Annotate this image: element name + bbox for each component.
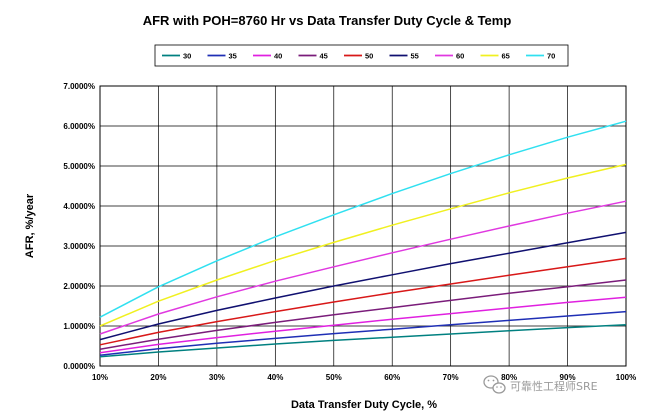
- legend-label-30: 30: [183, 52, 191, 61]
- series-line-40: [99, 296, 627, 354]
- y-tick-label: 4.0000%: [63, 202, 95, 211]
- y-tick-label: 1.0000%: [63, 322, 95, 331]
- legend-label-55: 55: [411, 52, 419, 61]
- x-tick-label: 50%: [326, 373, 342, 382]
- x-tick-label: 30%: [209, 373, 225, 382]
- y-tick-label: 5.0000%: [63, 162, 95, 171]
- legend-label-70: 70: [547, 52, 555, 61]
- y-axis-label: AFR, %/year: [24, 193, 36, 258]
- legend: 30 35 40 45 50 55 60 65 70: [154, 44, 569, 67]
- series-lines: [99, 120, 627, 358]
- series-line-55: [99, 231, 627, 341]
- y-axis-ticks: 0.0000% 1.0000% 2.0000% 3.0000% 4.0000% 5.000…: [63, 82, 95, 371]
- legend-label-35: 35: [229, 52, 237, 61]
- x-tick-label: 70%: [443, 373, 459, 382]
- series-line-70: [99, 120, 627, 318]
- wechat-icon: [483, 375, 506, 394]
- y-tick-label: 2.0000%: [63, 282, 95, 291]
- series-line-35: [99, 310, 627, 356]
- x-tick-label: 90%: [560, 373, 576, 382]
- legend-label-45: 45: [320, 52, 328, 61]
- x-tick-label: 100%: [616, 373, 636, 382]
- series-line-30: [99, 324, 627, 358]
- series-line-45: [99, 279, 627, 350]
- y-tick-label: 0.0000%: [63, 362, 95, 371]
- x-tick-label: 60%: [384, 373, 400, 382]
- x-axis-label: Data Transfer Duty Cycle, %: [291, 399, 437, 411]
- legend-label-60: 60: [456, 52, 464, 61]
- series-line-65: [99, 163, 627, 327]
- y-tick-label: 7.0000%: [63, 82, 95, 91]
- x-tick-label: 10%: [92, 373, 108, 382]
- watermark-text: 可靠性工程师SRE: [510, 379, 598, 393]
- plot-area: [99, 85, 627, 367]
- legend-label-50: 50: [365, 52, 373, 61]
- chart-title: AFR with POH=8760 Hr vs Data Transfer Du…: [143, 13, 512, 28]
- x-tick-label: 80%: [501, 373, 517, 382]
- x-tick-label: 20%: [150, 373, 166, 382]
- series-line-60: [99, 200, 627, 335]
- watermark: 可靠性工程师SRE: [483, 375, 598, 394]
- y-tick-label: 3.0000%: [63, 242, 95, 251]
- series-line-50: [99, 257, 627, 346]
- x-axis-ticks: 10% 20% 30% 40% 50% 60% 70% 80% 90% 100%: [92, 373, 636, 382]
- legend-label-40: 40: [274, 52, 282, 61]
- y-tick-label: 6.0000%: [63, 122, 95, 131]
- legend-label-65: 65: [502, 52, 510, 61]
- x-tick-label: 40%: [267, 373, 283, 382]
- plot-frame: [99, 85, 627, 367]
